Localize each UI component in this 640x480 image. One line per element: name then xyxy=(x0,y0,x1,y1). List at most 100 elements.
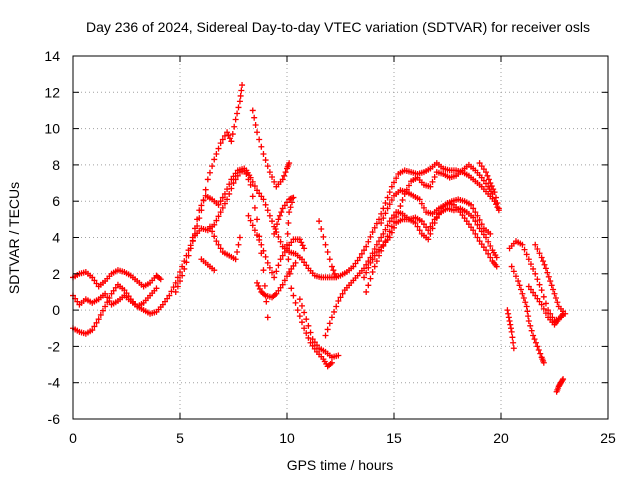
data-point xyxy=(560,376,567,383)
data-point xyxy=(237,92,244,99)
data-point xyxy=(183,259,190,266)
data-point xyxy=(516,282,523,289)
data-point xyxy=(232,170,239,177)
data-point xyxy=(420,204,427,211)
data-point xyxy=(318,226,325,233)
data-point xyxy=(367,275,374,282)
data-point xyxy=(301,325,308,332)
data-point xyxy=(260,196,267,203)
data-point xyxy=(249,222,256,229)
data-point xyxy=(382,226,389,233)
data-point xyxy=(493,254,500,261)
data-point xyxy=(384,205,391,212)
data-point xyxy=(262,157,269,164)
data-point xyxy=(537,350,544,357)
x-tick-label: 10 xyxy=(279,430,295,446)
data-point xyxy=(474,212,481,219)
y-tick-label: -6 xyxy=(48,411,61,427)
data-point xyxy=(217,209,224,216)
data-point xyxy=(288,265,295,272)
x-tick-label: 15 xyxy=(386,430,402,446)
data-point xyxy=(264,259,271,266)
data-point xyxy=(487,242,494,249)
data-point xyxy=(294,307,301,314)
data-point xyxy=(523,251,530,258)
data-point xyxy=(542,310,549,317)
data-point xyxy=(198,202,205,209)
x-axis-label: GPS time / hours xyxy=(287,457,394,473)
data-point xyxy=(480,177,487,184)
data-point xyxy=(328,359,335,366)
data-point xyxy=(480,231,487,238)
data-point xyxy=(281,202,288,209)
data-point xyxy=(559,377,566,384)
data-point xyxy=(230,173,237,180)
data-point xyxy=(278,209,285,216)
data-point xyxy=(562,310,569,317)
data-point xyxy=(215,241,222,248)
data-point xyxy=(476,216,483,223)
y-axis-label: SDTVAR / TECUs xyxy=(6,182,22,294)
data-point xyxy=(382,210,389,217)
data-point xyxy=(91,323,98,330)
data-point xyxy=(480,166,487,173)
data-point xyxy=(191,230,198,237)
y-tick-label: 10 xyxy=(44,121,60,137)
data-point xyxy=(559,311,566,318)
data-point xyxy=(356,254,363,261)
data-point xyxy=(211,221,218,228)
data-point xyxy=(277,256,284,263)
data-point xyxy=(369,256,376,263)
data-point xyxy=(369,268,376,275)
data-point xyxy=(399,196,406,203)
series-track-23 xyxy=(532,241,569,317)
data-point xyxy=(102,290,109,297)
data-point xyxy=(536,298,543,305)
data-point xyxy=(530,332,537,339)
data-point xyxy=(517,286,524,293)
data-point xyxy=(235,104,242,111)
data-point xyxy=(104,294,111,301)
data-point xyxy=(333,303,340,310)
data-point xyxy=(258,241,265,248)
data-point xyxy=(388,215,395,222)
data-point xyxy=(505,310,512,317)
series-track-13 xyxy=(316,218,340,281)
data-point xyxy=(285,256,292,263)
data-point xyxy=(461,215,468,222)
data-point xyxy=(484,172,491,179)
data-point xyxy=(361,274,368,281)
data-point xyxy=(157,276,164,283)
data-point xyxy=(494,200,501,207)
data-point xyxy=(159,301,166,308)
chart-title: Day 236 of 2024, Sidereal Day-to-day VTE… xyxy=(86,19,590,35)
data-point xyxy=(493,194,500,201)
data-point xyxy=(380,215,387,222)
data-point xyxy=(527,286,534,293)
y-tick-label: -4 xyxy=(48,375,61,391)
data-point xyxy=(231,123,238,130)
y-tick-label: -2 xyxy=(48,338,61,354)
data-point xyxy=(299,242,306,249)
series-track-10 xyxy=(254,259,299,301)
data-point xyxy=(337,294,344,301)
data-point xyxy=(245,176,252,183)
data-point xyxy=(298,239,305,246)
tick-labels: 0 5 10 15 20 25 -6 -4 -2 0 2 4 6 8 10 12 14 xyxy=(44,48,616,446)
data-point xyxy=(474,234,481,241)
data-point xyxy=(544,269,551,276)
data-point xyxy=(185,252,192,259)
data-point xyxy=(266,212,273,219)
data-point xyxy=(542,300,549,307)
data-point xyxy=(316,218,323,225)
data-point xyxy=(301,245,308,252)
data-point xyxy=(429,178,436,185)
data-point xyxy=(476,238,483,245)
data-point xyxy=(548,282,555,289)
data-point xyxy=(395,209,402,216)
data-point xyxy=(519,241,526,248)
data-point xyxy=(478,163,485,170)
series-track-11 xyxy=(271,194,335,370)
data-point xyxy=(470,205,477,212)
data-point xyxy=(487,230,494,237)
